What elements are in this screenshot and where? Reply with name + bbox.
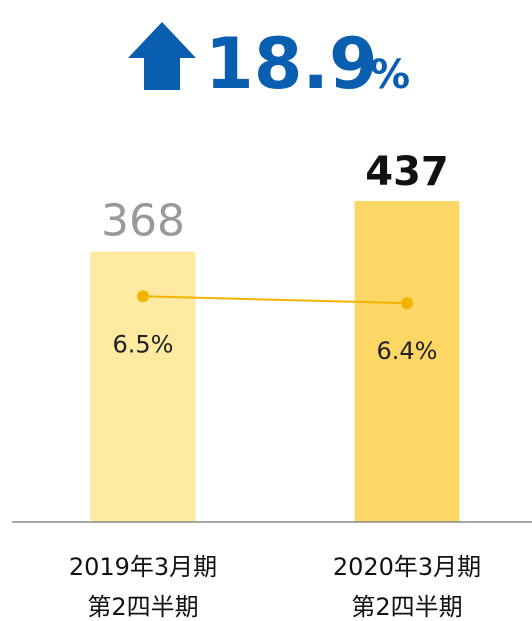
headline-unit: %	[370, 52, 410, 98]
x-tick-label: 第2四半期	[351, 593, 462, 621]
x-tick-label: 第2四半期	[87, 593, 198, 621]
x-tick-label: 2020年3月期	[333, 553, 481, 581]
line-value-label: 6.5%	[113, 330, 174, 358]
line-value-label: 6.4%	[377, 337, 438, 365]
line-point	[401, 297, 413, 310]
bar-value-label: 368	[101, 196, 185, 247]
line-point	[137, 290, 149, 303]
line	[142, 295, 408, 305]
up-arrow	[128, 22, 196, 90]
bar-value-label: 437	[365, 149, 449, 195]
x-tick-label: 2019年3月期	[69, 553, 217, 581]
bar	[354, 200, 460, 522]
headline-value: 18.9	[205, 23, 378, 105]
